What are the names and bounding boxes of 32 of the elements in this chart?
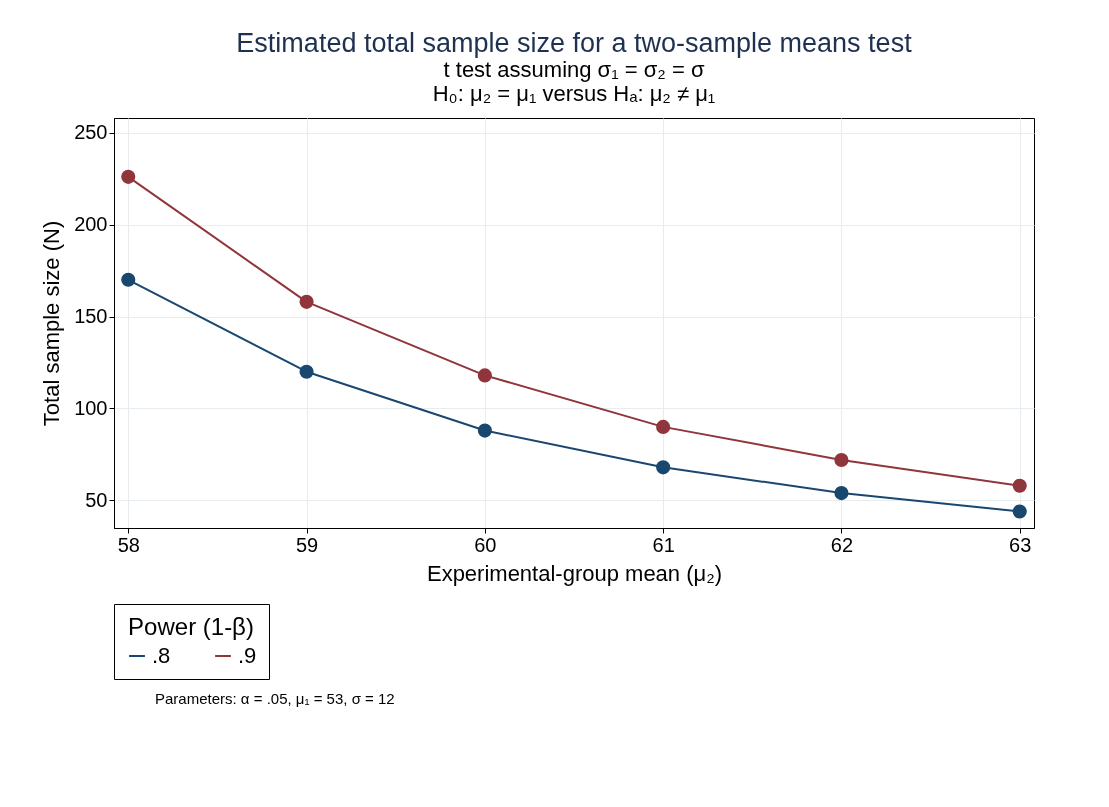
legend-label: .9 — [238, 643, 257, 668]
point — [1012, 504, 1027, 519]
x-tick-label: 59 — [295, 533, 319, 556]
chart-title: Estimated total sample size for a two-sample means test — [236, 28, 913, 58]
legend-title: Power (1-β) — [128, 613, 254, 640]
text: H₀: μ₂ = μ₁ versus Hₐ: μ₂ ≠ μ₁ — [432, 81, 716, 106]
point — [299, 364, 314, 379]
y-tick-label: 200 — [74, 213, 108, 236]
y-tick-label: 250 — [74, 121, 108, 144]
point — [121, 169, 136, 184]
y-tick-label: 150 — [74, 305, 108, 328]
point — [477, 368, 492, 383]
x-tick-label: 58 — [117, 533, 140, 556]
point — [834, 486, 849, 501]
point — [834, 452, 849, 468]
y-axis-title: Total sample size (N) — [39, 220, 65, 427]
x-tick-label: 61 — [652, 533, 675, 556]
point — [1012, 478, 1027, 493]
text: t test assuming σ₁ = σ₂ = σ — [443, 57, 705, 82]
x-axis-title: Experimental-group mean (μ₂) — [426, 560, 723, 586]
point — [477, 423, 492, 438]
y-tick-label: 50 — [85, 488, 108, 511]
point — [299, 294, 314, 309]
x-tick-label: 63 — [1009, 533, 1032, 556]
point — [121, 272, 136, 287]
point — [656, 419, 671, 434]
y-tick-label: 100 — [74, 396, 108, 419]
x-tick-label: 60 — [474, 533, 497, 556]
x-tick-label: 62 — [830, 533, 854, 556]
point — [656, 460, 671, 475]
text: Parameters: α = .05, μ₁ = 53, σ = 12 — [155, 690, 396, 707]
legend-label: .8 — [152, 643, 171, 668]
